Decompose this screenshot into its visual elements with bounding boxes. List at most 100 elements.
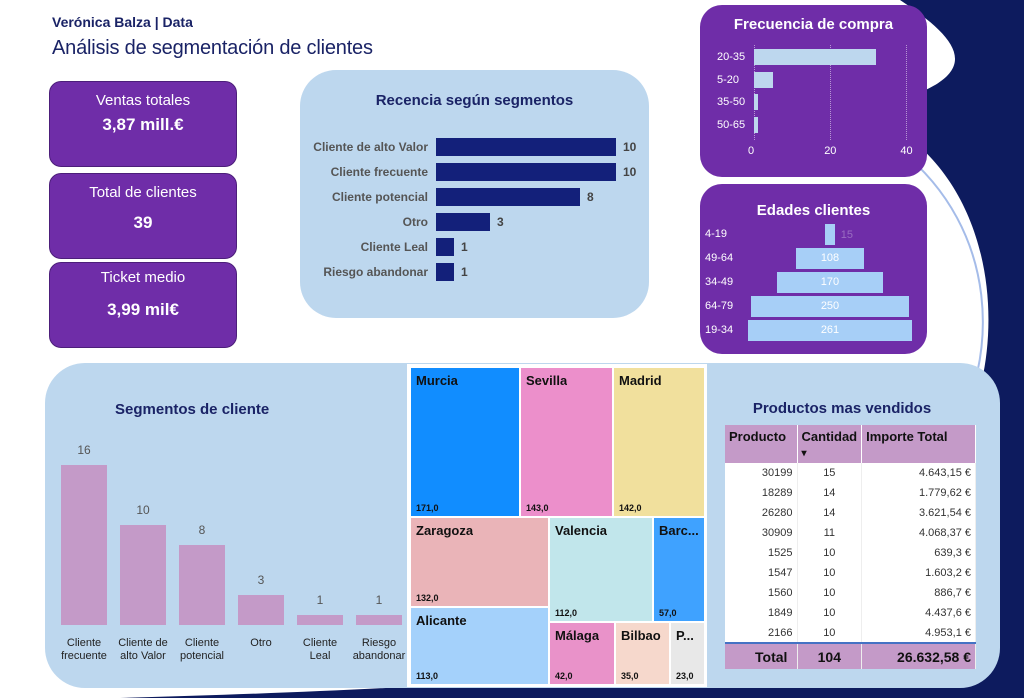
segmentos-category-label: Otro (230, 637, 292, 650)
frecuencia-category-label: 20-35 (717, 51, 746, 63)
author-label: Verónica Balza | Data (52, 14, 193, 30)
cell-producto: 18289 (725, 483, 798, 503)
frecuencia-chart: 0 20 40 20-35 5-20 35-50 50-65 (700, 5, 927, 177)
segmentos-bar (238, 595, 284, 625)
table-row[interactable]: 2166 10 4.953,1 € (725, 623, 976, 643)
cell-cantidad: 15 (797, 463, 863, 483)
table-row[interactable]: 26280 14 3.621,54 € (725, 503, 976, 523)
table-row[interactable]: 30909 11 4.068,37 € (725, 523, 976, 543)
recencia-bar (436, 138, 616, 156)
treemap-cell-name: Barc... (659, 523, 699, 538)
recencia-bar (436, 263, 454, 281)
cell-cantidad: 14 (797, 503, 863, 523)
total-importe: 26.632,58 € (861, 642, 976, 669)
kpi-label: Ticket medio (100, 269, 186, 286)
edades-bar: 108 (796, 248, 864, 269)
segmentos-bar (120, 525, 166, 625)
segmentos-category-line2: potencial (179, 650, 225, 662)
frecuencia-category-label: 50-65 (717, 118, 746, 131)
treemap-cell-name: Madrid (619, 373, 662, 388)
recencia-value-label: 10 (623, 165, 637, 179)
cell-producto: 26280 (725, 503, 798, 523)
col-cantidad[interactable]: Cantidad ▾ (797, 425, 863, 463)
segmentos-value-label: 1 (316, 593, 324, 607)
edades-bar: 170 (776, 272, 884, 293)
kpi-card-ventas: Ventas totales 3,87 mill.€ (49, 81, 237, 167)
recencia-bar (436, 213, 490, 231)
segmentos-category-label: Cliente Leal (289, 637, 351, 663)
treemap-cell-name: Málaga (555, 628, 600, 643)
segmentos-value-label: 16 (77, 443, 91, 457)
cell-importe: 1.603,2 € (861, 563, 976, 583)
cell-cantidad: 10 (797, 563, 863, 583)
col-importe[interactable]: Importe Total (861, 425, 976, 463)
treemap-cell-value: 42,0 (555, 671, 573, 681)
table-row[interactable]: 1849 10 4.437,6 € (725, 603, 976, 623)
segmentos-category-line1: Otro (250, 637, 272, 649)
frecuencia-category-label: 35-50 (717, 96, 746, 108)
frecuencia-gridline (906, 45, 908, 140)
cell-importe: 4.068,37 € (861, 523, 976, 543)
treemap-cell: Alicante 113,0 (410, 607, 549, 685)
segmentos-category-line2: frecuente (61, 650, 107, 662)
recencia-value-label: 8 (587, 190, 594, 204)
productos-table: Producto Cantidad ▾ Importe Total 30199 1… (725, 425, 976, 669)
treemap-cell-value: 132,0 (416, 593, 439, 603)
recencia-value-label: 10 (623, 140, 637, 154)
cell-importe: 1.779,62 € (861, 483, 976, 503)
segmentos-bar (61, 465, 107, 625)
treemap-cell-value: 23,0 (676, 671, 694, 681)
frecuencia-category-label: 5-20 (717, 73, 740, 86)
table-row[interactable]: 18289 14 1.779,62 € (725, 483, 976, 503)
table-row[interactable]: 30199 15 4.643,15 € (725, 463, 976, 483)
recencia-value-label: 3 (497, 215, 504, 229)
col-cantidad-label: Cantidad (801, 429, 858, 444)
recencia-value-label: 1 (461, 240, 468, 254)
treemap-cell-value: 35,0 (621, 671, 639, 681)
kpi-label: Ventas totales (95, 92, 191, 109)
table-row[interactable]: 1560 10 886,7 € (725, 583, 976, 603)
treemap-cell: Bilbao 35,0 (615, 622, 670, 685)
table-row[interactable]: 1547 10 1.603,2 € (725, 563, 976, 583)
treemap-cell: Madrid 142,0 (613, 367, 705, 517)
segmentos-category-line1: Cliente de (118, 637, 168, 649)
edades-category-label: 49-64 (705, 252, 734, 264)
cell-producto: 30199 (725, 463, 798, 483)
sort-desc-icon: ▾ (801, 448, 807, 459)
treemap-cell-name: Zaragoza (416, 523, 474, 538)
kpi-card-clientes: Total de clientes 39 (49, 173, 237, 259)
segmentos-category-label: Cliente potencial (171, 637, 233, 663)
recencia-chart: Cliente de alto Valor 10 Cliente frecuente… (300, 70, 649, 318)
treemap-cell-value: 142,0 (619, 503, 642, 513)
frecuencia-title: Frecuencia de compra (733, 16, 894, 33)
segmentos-category-line2: Leal (309, 650, 331, 662)
productos-panel: Productos mas vendidos Producto Cantidad… (712, 363, 1000, 688)
edades-category-label: 64-79 (705, 300, 734, 312)
treemap-cell-name: Alicante (416, 613, 467, 628)
productos-title: Productos mas vendidos (752, 400, 932, 417)
cell-importe: 639,3 € (861, 543, 976, 563)
segmentos-chart: 16 Cliente frecuente 10 Cliente de alto Valor… (45, 363, 405, 688)
kpi-card-ticket: Ticket medio 3,99 mil€ (49, 262, 237, 348)
cell-importe: 4.437,6 € (861, 603, 976, 623)
edades-category-label: 19-34 (705, 324, 734, 336)
segmentos-category-label: Cliente frecuente (53, 637, 115, 663)
segmentos-panel: Segmentos de cliente 16 Cliente frecuente 1… (45, 363, 405, 688)
treemap-cell-value: 112,0 (555, 608, 578, 618)
table-row[interactable]: 1525 10 639,3 € (725, 543, 976, 563)
kpi-value: 3,87 mill.€ (102, 115, 184, 134)
treemap-cell-name: Valencia (555, 523, 608, 538)
segmentos-category-line1: Cliente (302, 637, 338, 649)
cell-cantidad: 11 (797, 523, 863, 543)
recencia-bar (436, 238, 454, 256)
segmentos-bar (297, 615, 343, 625)
treemap-cell-value: 57,0 (659, 608, 677, 618)
col-producto[interactable]: Producto (725, 425, 798, 463)
cell-importe: 4.643,15 € (861, 463, 976, 483)
recencia-category-label: Cliente frecuente (330, 165, 428, 179)
recencia-value-label: 1 (461, 265, 468, 279)
treemap-cell: Zaragoza 132,0 (410, 517, 549, 607)
cell-cantidad: 10 (797, 623, 863, 643)
edades-title: Edades clientes (756, 202, 871, 219)
frecuencia-bar (754, 49, 876, 65)
